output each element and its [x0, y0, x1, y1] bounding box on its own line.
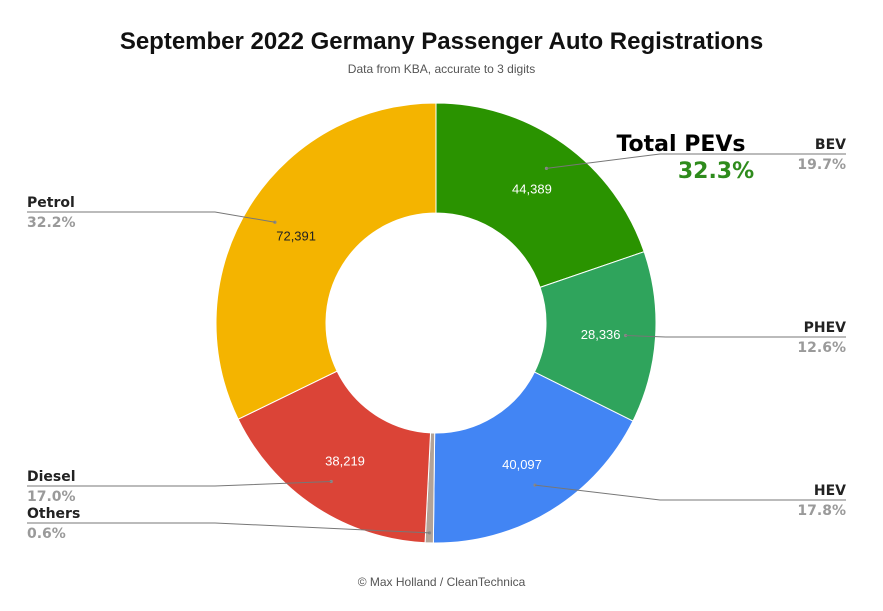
total-pevs-title: Total PEVs — [616, 132, 745, 157]
legend-percent-phev: 12.6% — [797, 340, 846, 356]
slice-value-petrol: 72,391 — [276, 228, 316, 243]
legend-percent-bev: 19.7% — [797, 157, 846, 173]
slice-value-bev: 44,389 — [512, 182, 552, 197]
legend-name-bev: BEV — [815, 137, 846, 153]
legend-name-hev: HEV — [814, 483, 846, 499]
leader-line-others — [27, 522, 430, 534]
chart-title: September 2022 Germany Passenger Auto Re… — [119, 28, 764, 55]
leader-line-petrol — [27, 211, 276, 223]
leader-line-bev — [546, 153, 846, 169]
legend-percent-others: 0.6% — [27, 526, 66, 542]
slice-phev — [533, 251, 657, 422]
leader-line-phev — [625, 335, 846, 338]
leader-line-hev — [534, 484, 846, 501]
legend-name-diesel: Diesel — [27, 469, 76, 485]
leader-line-diesel — [27, 481, 332, 487]
legend-name-petrol: Petrol — [27, 195, 75, 211]
credit-text: © Max Holland / CleanTechnica — [357, 575, 526, 589]
slice-bev — [435, 102, 645, 288]
legend-percent-petrol: 32.2% — [27, 215, 76, 231]
slice-petrol — [215, 102, 437, 420]
slice-value-hev: 40,097 — [502, 457, 542, 472]
slice-value-phev: 28,336 — [581, 327, 621, 342]
legend-name-others: Others — [27, 506, 80, 522]
legend-percent-diesel: 17.0% — [27, 489, 76, 505]
total-pevs-value: 32.3% — [678, 159, 754, 184]
slice-value-diesel: 38,219 — [325, 454, 365, 469]
legend-name-phev: PHEV — [804, 320, 847, 336]
chart-subtitle: Data from KBA, accurate to 3 digits — [347, 62, 536, 76]
slice-hev — [432, 371, 634, 544]
legend-percent-hev: 17.8% — [797, 503, 846, 519]
